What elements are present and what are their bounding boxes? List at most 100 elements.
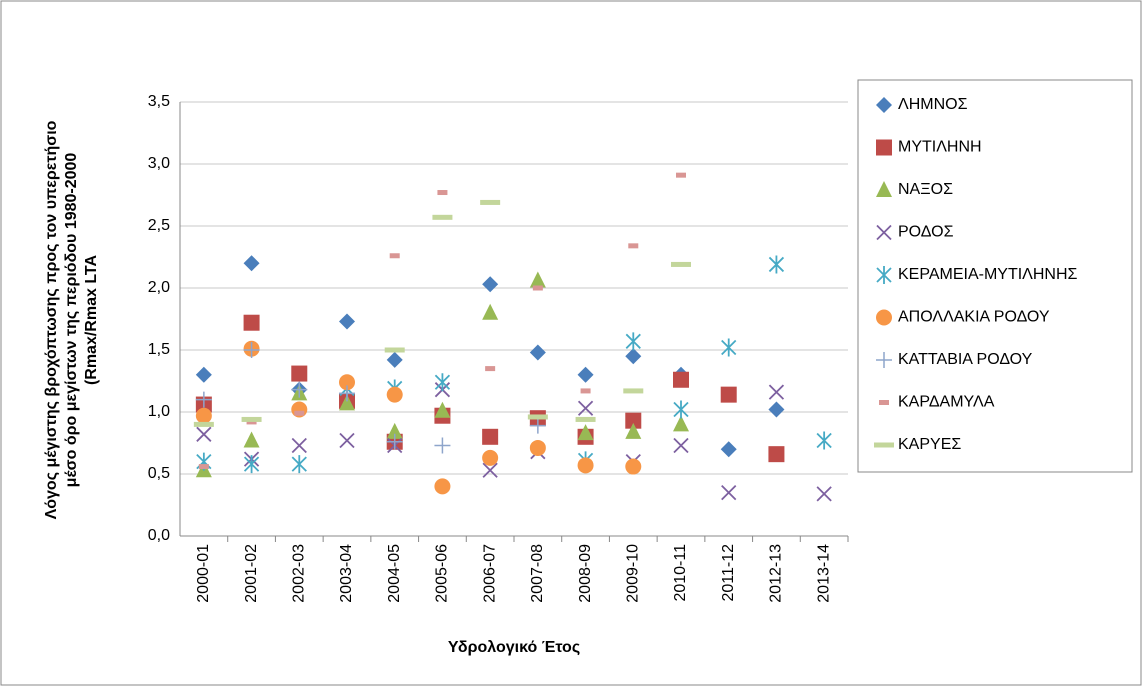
data-point (673, 437, 689, 454)
data-point (339, 394, 355, 411)
y-tick-label: 0,5 (148, 465, 170, 482)
data-point (482, 462, 498, 478)
data-point (437, 190, 448, 196)
data-point (625, 412, 642, 429)
y-tick-label: 1,0 (148, 403, 170, 420)
x-tick-label: 2008-09 (577, 544, 594, 603)
data-point (628, 243, 639, 249)
data-point (529, 344, 546, 361)
legend-marker (876, 352, 892, 368)
data-point (671, 261, 691, 267)
data-point (768, 384, 785, 400)
legend-label: ΚΑΡΥΕΣ (898, 436, 961, 453)
data-point (625, 422, 642, 439)
data-point (243, 455, 260, 474)
data-point (196, 426, 212, 442)
data-point (386, 351, 403, 368)
data-point (816, 486, 832, 502)
data-point (432, 214, 453, 220)
legend-marker (876, 97, 892, 113)
y-label-line: (Rmax/Rmax LTA (83, 255, 100, 386)
legend-marker (876, 224, 892, 241)
data-point (434, 401, 451, 418)
data-point (485, 366, 496, 372)
legend-label: ΚΑΤΤΑΒΙΑ ΡΟΔΟΥ (898, 351, 1033, 368)
data-point (291, 381, 308, 398)
data-point (386, 433, 403, 450)
data-point (625, 348, 642, 365)
data-point (243, 255, 260, 272)
x-tick-label: 2012-13 (768, 544, 785, 603)
data-point (532, 285, 543, 291)
data-point (384, 347, 405, 353)
legend-marker (876, 266, 892, 284)
data-point (527, 414, 548, 420)
data-point (625, 332, 641, 351)
legend-label: ΜΥΤΙΛΗΝΗ (898, 139, 982, 156)
data-point (339, 432, 355, 449)
data-point (339, 374, 355, 391)
data-point (482, 303, 499, 320)
data-point (386, 422, 403, 439)
data-point (193, 421, 214, 427)
x-tick-label: 2002-03 (291, 544, 308, 603)
data-point (389, 253, 400, 259)
data-point (482, 428, 499, 445)
x-tick-label: 2013-14 (815, 544, 832, 603)
data-point (768, 401, 785, 418)
data-point (291, 437, 307, 454)
x-tick-label: 2003-04 (338, 544, 355, 603)
data-point (241, 416, 262, 422)
legend-label: ΚΕΡΑΜΕΙΑ-ΜΥΤΙΛΗΝΗΣ (898, 266, 1078, 283)
data-point (243, 314, 260, 331)
x-tick-label: 2011-12 (720, 544, 737, 602)
data-point (577, 400, 594, 416)
legend-label: ΝΑΞΟΣ (898, 181, 953, 198)
data-point (577, 424, 594, 441)
legend-marker (879, 400, 889, 405)
x-tick-label: 2007-08 (529, 544, 546, 603)
y-tick-label: 1,5 (148, 341, 170, 358)
data-point (198, 464, 209, 470)
data-point (480, 199, 501, 205)
data-point (673, 400, 689, 419)
data-point (625, 458, 642, 475)
data-point (529, 271, 546, 288)
data-point (386, 386, 403, 403)
data-point (768, 446, 785, 463)
data-point (291, 455, 307, 474)
legend-label: ΛΗΜΝΟΣ (898, 96, 968, 113)
data-point (339, 313, 355, 330)
data-point (721, 338, 737, 357)
data-point (529, 417, 546, 434)
legend-marker (876, 181, 892, 197)
data-point (294, 410, 305, 416)
data-point (720, 386, 737, 403)
data-point (434, 373, 451, 392)
data-point (291, 365, 308, 382)
x-tick-label: 2004-05 (386, 544, 403, 603)
data-point (673, 415, 689, 432)
y-tick-label: 3,0 (148, 155, 170, 172)
data-point (676, 172, 686, 178)
x-tick-label: 2010-11 (672, 544, 689, 602)
y-tick-label: 3,5 (148, 93, 170, 110)
legend-label: ΑΠΟΛΛΑΚΙΑ ΡΟΔΟΥ (898, 309, 1050, 326)
x-tick-label: 2000-01 (195, 544, 212, 603)
legend-marker (874, 442, 894, 448)
data-point (195, 366, 212, 383)
data-point (434, 478, 451, 495)
data-point (195, 407, 212, 424)
data-point (529, 439, 546, 456)
data-point (623, 388, 644, 394)
data-point (721, 484, 737, 501)
x-tick-label: 2006-07 (481, 544, 498, 603)
data-point (482, 276, 499, 293)
data-point (577, 366, 594, 383)
y-tick-label: 2,0 (148, 279, 170, 296)
data-point (482, 449, 499, 466)
data-point (577, 457, 594, 474)
x-label: Υδρολογικό Έτος (448, 639, 580, 656)
y-tick-label: 2,5 (148, 217, 170, 234)
